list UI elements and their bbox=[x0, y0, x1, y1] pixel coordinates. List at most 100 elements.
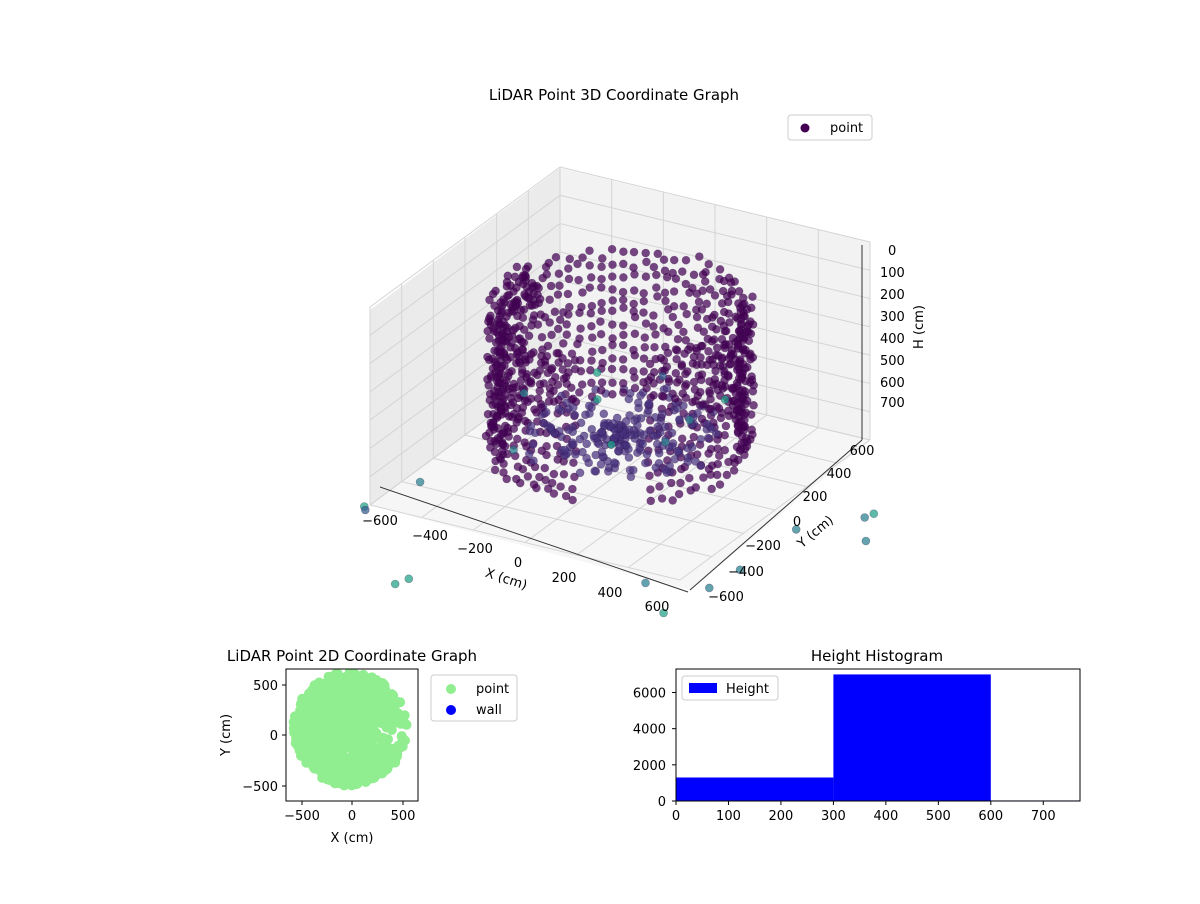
data-point bbox=[650, 342, 659, 352]
data-point bbox=[641, 248, 651, 258]
data-point bbox=[740, 450, 749, 460]
data-point bbox=[324, 769, 335, 780]
legend-swatch-height bbox=[689, 683, 717, 693]
histogram-bar bbox=[676, 777, 834, 801]
data-point bbox=[556, 482, 565, 491]
data-point bbox=[582, 439, 592, 449]
data-point bbox=[712, 343, 722, 353]
data-point bbox=[587, 321, 596, 331]
data-point bbox=[519, 388, 529, 398]
data-point bbox=[554, 404, 564, 414]
data-point bbox=[554, 395, 563, 405]
data-point bbox=[597, 306, 607, 316]
z-tick-label: 500 bbox=[880, 354, 905, 369]
data-point bbox=[561, 491, 571, 501]
data-point bbox=[629, 299, 639, 309]
data-point bbox=[649, 322, 658, 331]
data-point bbox=[518, 279, 528, 289]
data-point bbox=[720, 430, 730, 440]
x-axis-line bbox=[379, 486, 689, 593]
data-point bbox=[675, 415, 684, 424]
data-point bbox=[484, 314, 494, 323]
data-point bbox=[587, 378, 596, 388]
data-point bbox=[618, 295, 628, 305]
data-point bbox=[649, 378, 658, 388]
data-point bbox=[607, 306, 617, 316]
data-point bbox=[658, 371, 667, 381]
data-point bbox=[290, 738, 301, 749]
data-point bbox=[329, 713, 340, 723]
data-point bbox=[560, 445, 569, 455]
data-point bbox=[726, 359, 735, 369]
data-point bbox=[524, 331, 534, 341]
data-point bbox=[608, 378, 617, 388]
data-point bbox=[559, 469, 569, 479]
data-point bbox=[702, 360, 712, 370]
data-point bbox=[640, 333, 650, 342]
y-tick-label: 4000 bbox=[633, 723, 666, 738]
data-point bbox=[584, 401, 594, 411]
data-point bbox=[504, 332, 514, 342]
data-point bbox=[670, 394, 680, 403]
data-point bbox=[741, 345, 750, 355]
data-point bbox=[569, 440, 578, 449]
data-point bbox=[490, 465, 500, 475]
data-point bbox=[513, 462, 523, 472]
data-point bbox=[715, 265, 725, 274]
data-point bbox=[562, 398, 571, 408]
z-tick-label: 200 bbox=[880, 288, 905, 303]
data-point bbox=[714, 404, 724, 413]
data-point bbox=[607, 244, 617, 254]
data-point bbox=[523, 397, 533, 407]
data-point bbox=[735, 565, 745, 575]
x-axis-hist: 0 100 200 300 400 500 600 700 bbox=[672, 809, 1056, 824]
data-point bbox=[704, 449, 713, 458]
data-point bbox=[570, 472, 579, 482]
x-tick-label: 0 bbox=[348, 809, 356, 824]
data-point bbox=[290, 728, 300, 739]
data-point bbox=[732, 365, 742, 375]
data-point bbox=[691, 396, 700, 406]
data-point bbox=[537, 332, 547, 342]
data-point bbox=[653, 249, 663, 259]
data-point bbox=[645, 359, 655, 369]
data-point bbox=[585, 283, 595, 292]
data-point bbox=[564, 425, 573, 435]
data-point bbox=[511, 474, 521, 484]
data-point bbox=[699, 327, 709, 337]
data-point bbox=[681, 393, 691, 403]
data-point bbox=[596, 283, 606, 292]
data-point bbox=[307, 751, 318, 762]
legend-marker-point bbox=[446, 684, 456, 694]
data-point bbox=[791, 525, 801, 534]
data-point bbox=[728, 333, 738, 343]
z-tick-label: 700 bbox=[880, 396, 905, 411]
data-point bbox=[748, 292, 757, 302]
data-point bbox=[681, 255, 691, 265]
data-point bbox=[677, 267, 687, 276]
data-point bbox=[671, 368, 681, 378]
data-point bbox=[722, 470, 732, 480]
data-point bbox=[592, 368, 602, 377]
data-point bbox=[608, 285, 617, 294]
data-point bbox=[498, 429, 508, 439]
chart-2d-title: LiDAR Point 2D Coordinate Graph bbox=[227, 647, 477, 665]
data-point bbox=[738, 293, 748, 303]
data-point bbox=[619, 273, 628, 282]
data-point bbox=[651, 354, 661, 364]
data-point bbox=[671, 274, 681, 284]
data-point bbox=[657, 494, 667, 503]
data-point bbox=[554, 358, 564, 367]
data-point bbox=[670, 454, 680, 464]
data-point bbox=[369, 703, 380, 714]
data-point bbox=[711, 366, 720, 376]
data-point bbox=[618, 355, 628, 364]
data-point bbox=[714, 451, 724, 461]
data-point bbox=[518, 313, 528, 323]
data-point bbox=[597, 262, 606, 272]
grid-line bbox=[369, 223, 561, 364]
grid-line bbox=[559, 166, 871, 243]
data-point bbox=[596, 385, 606, 395]
data-point bbox=[508, 398, 518, 407]
